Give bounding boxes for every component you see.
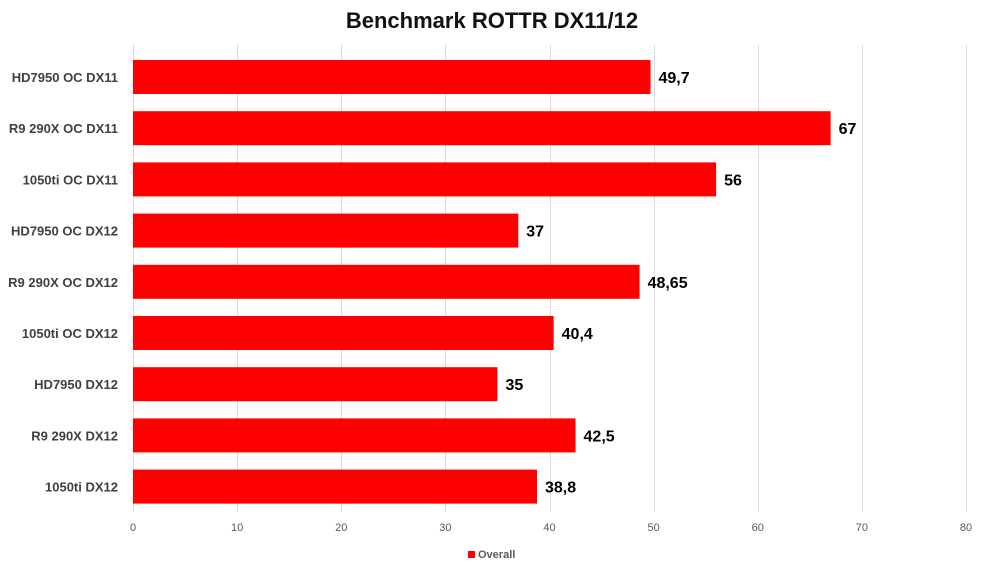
category-label: HD7950 OC DX11 [12,70,118,85]
data-label: 56 [724,172,742,189]
category-label: R9 290X OC DX12 [8,275,118,290]
bar [133,213,519,248]
bar [133,367,498,402]
bars [133,60,831,504]
chart-title: Benchmark ROTTR DX11/12 [346,8,638,33]
data-label: 49,7 [659,70,690,87]
category-label: HD7950 OC DX12 [11,224,118,239]
x-tick-label: 20 [335,522,347,534]
x-tick-label: 60 [752,522,764,534]
x-tick-label: 50 [648,522,660,534]
x-tick-label: 40 [543,522,555,534]
data-label: 67 [839,121,857,138]
bar [133,162,717,197]
category-labels: HD7950 OC DX11 R9 290X OC DX11 1050ti OC D… [8,70,118,495]
category-label: 1050ti OC DX12 [22,326,118,341]
category-label: 1050ti DX12 [45,480,118,495]
bar [133,418,576,453]
data-label: 37 [526,224,544,241]
bar [133,264,640,299]
data-labels: 49,7 67 56 37 48,65 40,4 35 42,5 38,8 [505,70,856,497]
bar [133,60,651,94]
legend-swatch-overall [468,551,475,558]
data-label: 42,5 [584,428,615,445]
category-label: HD7950 DX12 [34,377,118,392]
legend: Overall [468,549,515,561]
data-label: 38,8 [545,480,576,497]
category-label: R9 290X DX12 [31,428,118,443]
x-tick-label: 0 [130,522,136,534]
legend-label-overall: Overall [478,549,515,561]
x-tick-label: 10 [231,522,243,534]
x-tick-label: 70 [856,522,868,534]
x-tick-label: 80 [960,522,972,534]
category-label: R9 290X OC DX11 [9,121,118,136]
data-label: 35 [505,377,523,394]
bar [133,316,554,350]
data-label: 40,4 [562,326,593,343]
category-label: 1050ti OC DX11 [23,172,118,187]
x-tick-label: 30 [439,522,451,534]
x-axis-tick-labels: 0 10 20 30 40 50 60 70 80 [130,522,972,534]
data-label: 48,65 [648,275,688,292]
bar [133,469,538,504]
bar [133,111,831,146]
